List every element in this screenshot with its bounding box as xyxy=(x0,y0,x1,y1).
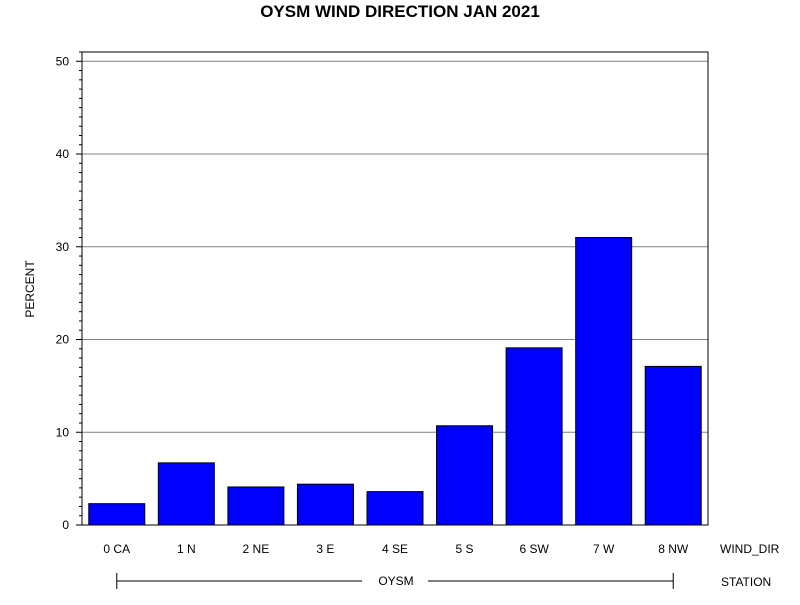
bar-0-ca xyxy=(88,503,146,526)
plot-frame xyxy=(81,51,709,526)
bars xyxy=(88,236,702,526)
x-tick-label: 0 CA xyxy=(103,542,130,556)
y-tick-label: 0 xyxy=(62,518,69,532)
y-tick-label: 30 xyxy=(56,240,70,254)
x-tick-label: 7 W xyxy=(593,542,615,556)
x-axis-label: WIND_DIR xyxy=(720,542,780,556)
y-axis: 0 10 20 30 40 50 xyxy=(56,51,82,532)
x-tick-label: 8 NW xyxy=(658,542,689,556)
y-tick-label: 50 xyxy=(56,54,70,68)
bar-2-ne xyxy=(227,486,285,526)
bar-4-se xyxy=(366,491,424,526)
x-tick-label: 6 SW xyxy=(519,542,549,556)
station-group-label: STATION xyxy=(721,575,771,589)
x-axis: 0 CA 1 N 2 NE 3 E 4 SE 5 S 6 SW 7 W 8 NW xyxy=(103,542,688,556)
bar-3-e xyxy=(296,483,354,526)
y-axis-label: PERCENT xyxy=(23,260,37,318)
y-tick-label: 20 xyxy=(56,333,70,347)
bar-8-nw xyxy=(644,365,702,526)
x-tick-label: 2 NE xyxy=(243,542,270,556)
x-tick-label: 4 SE xyxy=(382,542,408,556)
station-group-axis: OYSM STATION xyxy=(116,573,771,589)
x-tick-label: 5 S xyxy=(456,542,474,556)
x-tick-label: 3 E xyxy=(316,542,334,556)
y-tick-label: 10 xyxy=(56,425,70,439)
station-group-value: OYSM xyxy=(378,574,413,588)
x-tick-label: 1 N xyxy=(177,542,196,556)
bar-1-n xyxy=(157,462,215,526)
bar-6-sw xyxy=(505,347,563,526)
y-tick-label: 40 xyxy=(56,147,70,161)
chart-title: OYSM WIND DIRECTION JAN 2021 xyxy=(260,2,540,21)
bar-5-s xyxy=(436,425,494,526)
bar-7-w xyxy=(575,236,633,526)
